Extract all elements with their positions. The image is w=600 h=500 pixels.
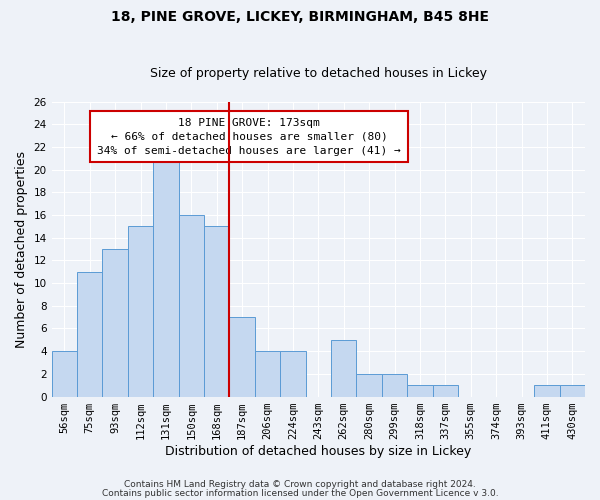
Bar [382, 374, 407, 396]
Bar [331, 340, 356, 396]
Y-axis label: Number of detached properties: Number of detached properties [15, 150, 28, 348]
Bar [356, 374, 382, 396]
Bar [52, 351, 77, 397]
Bar [204, 226, 229, 396]
Text: Contains public sector information licensed under the Open Government Licence v : Contains public sector information licen… [101, 488, 499, 498]
Bar [534, 385, 560, 396]
Bar [128, 226, 153, 396]
Bar [280, 351, 305, 397]
Title: Size of property relative to detached houses in Lickey: Size of property relative to detached ho… [150, 66, 487, 80]
Bar [77, 272, 103, 396]
Bar [255, 351, 280, 397]
Text: 18 PINE GROVE: 173sqm
← 66% of detached houses are smaller (80)
34% of semi-deta: 18 PINE GROVE: 173sqm ← 66% of detached … [97, 118, 401, 156]
X-axis label: Distribution of detached houses by size in Lickey: Distribution of detached houses by size … [165, 444, 472, 458]
Bar [103, 249, 128, 396]
Text: 18, PINE GROVE, LICKEY, BIRMINGHAM, B45 8HE: 18, PINE GROVE, LICKEY, BIRMINGHAM, B45 … [111, 10, 489, 24]
Bar [433, 385, 458, 396]
Bar [560, 385, 585, 396]
Bar [229, 317, 255, 396]
Bar [179, 215, 204, 396]
Bar [407, 385, 433, 396]
Bar [153, 158, 179, 396]
Text: Contains HM Land Registry data © Crown copyright and database right 2024.: Contains HM Land Registry data © Crown c… [124, 480, 476, 489]
